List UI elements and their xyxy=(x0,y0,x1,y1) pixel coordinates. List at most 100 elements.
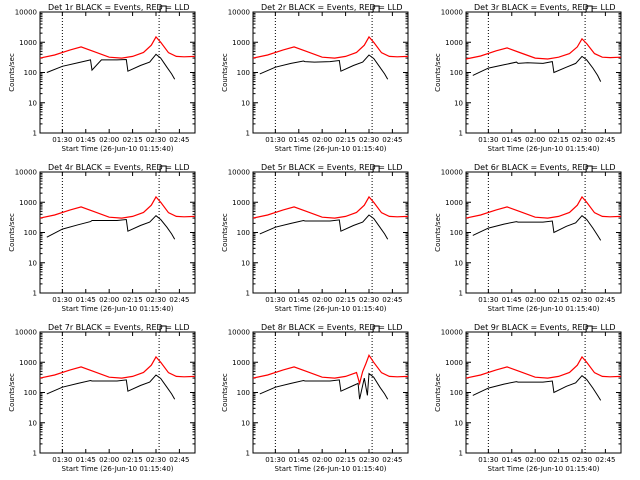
x-tick-label: 02:00 xyxy=(312,296,332,304)
x-tick-label: 01:30 xyxy=(52,296,72,304)
x-tick-label: 02:00 xyxy=(99,296,119,304)
x-tick-label: 01:45 xyxy=(289,296,309,304)
x-tick-label: 02:00 xyxy=(312,136,332,144)
x-tick-label: 02:30 xyxy=(572,456,592,464)
events-series-line xyxy=(259,54,389,80)
lld-series-line xyxy=(39,355,196,379)
chart-title: Det 1r BLACK = Events, RED = LLD xyxy=(48,3,190,12)
plot-frame xyxy=(252,11,409,134)
y-tick-label: 1000 xyxy=(19,199,37,207)
y-tick-label: 10 xyxy=(241,99,250,107)
chart-panel-4: Det 4r BLACK = Events, RED = LLD 1 10 100 10… xyxy=(8,163,196,313)
x-tick-label: 02:15 xyxy=(548,456,568,464)
chart-panel-7: Det 7r BLACK = Events, RED = LLD 1 10 100 10… xyxy=(8,323,196,473)
x-tick-label: 02:45 xyxy=(595,296,615,304)
x-tick-label: 01:30 xyxy=(265,136,285,144)
chart-title: Det 7r BLACK = Events, RED = LLD xyxy=(48,323,190,332)
y-axis-label: Counts/sec xyxy=(8,213,16,252)
y-tick-label: 100 xyxy=(237,69,250,77)
x-tick-label: 02:15 xyxy=(548,296,568,304)
plot-frame xyxy=(252,331,409,454)
plot-frame xyxy=(465,11,622,134)
chart-title: Det 4r BLACK = Events, RED = LLD xyxy=(48,163,190,172)
x-tick-label: 02:30 xyxy=(572,136,592,144)
x-axis-label: Start Time (26-Jun-10 01:15:40) xyxy=(488,145,600,153)
x-tick-label: 01:45 xyxy=(502,296,522,304)
y-axis-label: Counts/sec xyxy=(8,373,16,412)
chart-title: Det 8r BLACK = Events, RED = LLD xyxy=(261,323,403,332)
events-series-line xyxy=(46,215,176,240)
y-axis-label: Counts/sec xyxy=(221,373,229,412)
x-tick-label: 02:00 xyxy=(525,296,545,304)
y-tick-label: 10 xyxy=(28,419,37,427)
x-tick-label: 01:45 xyxy=(502,136,522,144)
x-tick-label: 02:15 xyxy=(122,456,142,464)
y-axis-label: Counts/sec xyxy=(434,53,442,92)
x-axis-label: Start Time (26-Jun-10 01:15:40) xyxy=(275,465,387,473)
x-tick-label: 02:30 xyxy=(146,456,166,464)
x-axis-label: Start Time (26-Jun-10 01:15:40) xyxy=(488,305,600,313)
x-tick-label: 01:45 xyxy=(289,136,309,144)
plot-frame xyxy=(465,171,622,294)
time-marker-box xyxy=(159,325,167,333)
y-axis-label: Counts/sec xyxy=(434,213,442,252)
time-marker-box xyxy=(585,5,593,13)
y-tick-label: 10000 xyxy=(441,169,463,177)
chart-title: Det 6r BLACK = Events, RED = LLD xyxy=(474,163,616,172)
y-axis-label: Counts/sec xyxy=(221,213,229,252)
lld-series-line xyxy=(465,195,622,219)
y-tick-label: 1000 xyxy=(19,359,37,367)
x-tick-label: 01:45 xyxy=(76,136,96,144)
events-series-line xyxy=(46,53,176,80)
chart-title: Det 9r BLACK = Events, RED = LLD xyxy=(474,323,616,332)
y-tick-label: 1 xyxy=(459,130,463,138)
x-tick-label: 01:30 xyxy=(52,136,72,144)
y-tick-label: 1000 xyxy=(232,359,250,367)
x-tick-label: 02:45 xyxy=(169,136,189,144)
events-series-line xyxy=(472,215,602,241)
y-tick-label: 1000 xyxy=(445,199,463,207)
events-series-line xyxy=(472,375,602,401)
y-tick-label: 10 xyxy=(454,99,463,107)
y-axis-label: Counts/sec xyxy=(434,373,442,412)
lld-series-line xyxy=(252,353,409,386)
x-tick-label: 02:15 xyxy=(548,136,568,144)
lld-series-line xyxy=(465,37,622,60)
lld-series-line xyxy=(252,195,409,219)
x-tick-label: 02:15 xyxy=(122,136,142,144)
x-tick-label: 02:30 xyxy=(146,136,166,144)
y-tick-label: 1 xyxy=(33,290,37,298)
y-tick-label: 100 xyxy=(24,229,37,237)
x-axis-label: Start Time (26-Jun-10 01:15:40) xyxy=(62,145,174,153)
x-axis-label: Start Time (26-Jun-10 01:15:40) xyxy=(62,305,174,313)
x-tick-label: 02:45 xyxy=(595,456,615,464)
y-tick-label: 10 xyxy=(28,99,37,107)
lld-series-line xyxy=(39,195,196,219)
chart-panel-3: Det 3r BLACK = Events, RED = LLD 1 10 100 10… xyxy=(434,3,622,153)
y-tick-label: 100 xyxy=(24,389,37,397)
x-tick-label: 01:30 xyxy=(478,296,498,304)
time-marker-box xyxy=(585,325,593,333)
events-series-line xyxy=(46,374,176,400)
chart-panel-2: Det 2r BLACK = Events, RED = LLD 1 10 100 10… xyxy=(221,3,409,153)
time-marker-box xyxy=(372,5,380,13)
x-tick-label: 02:45 xyxy=(169,456,189,464)
y-tick-label: 100 xyxy=(450,389,463,397)
events-series-line xyxy=(472,55,602,82)
y-tick-label: 10000 xyxy=(228,169,250,177)
x-tick-label: 02:45 xyxy=(382,136,402,144)
y-tick-label: 100 xyxy=(237,229,250,237)
chart-title: Det 3r BLACK = Events, RED = LLD xyxy=(474,3,616,12)
y-tick-label: 1000 xyxy=(232,199,250,207)
plot-frame xyxy=(39,331,196,454)
x-tick-label: 02:00 xyxy=(525,136,545,144)
lld-series-line xyxy=(465,355,622,379)
y-tick-label: 1000 xyxy=(445,359,463,367)
x-tick-label: 02:00 xyxy=(525,456,545,464)
y-tick-label: 10000 xyxy=(15,169,37,177)
x-tick-label: 02:45 xyxy=(169,296,189,304)
y-tick-label: 10 xyxy=(28,259,37,267)
y-tick-label: 100 xyxy=(24,69,37,77)
y-tick-label: 10000 xyxy=(441,9,463,17)
